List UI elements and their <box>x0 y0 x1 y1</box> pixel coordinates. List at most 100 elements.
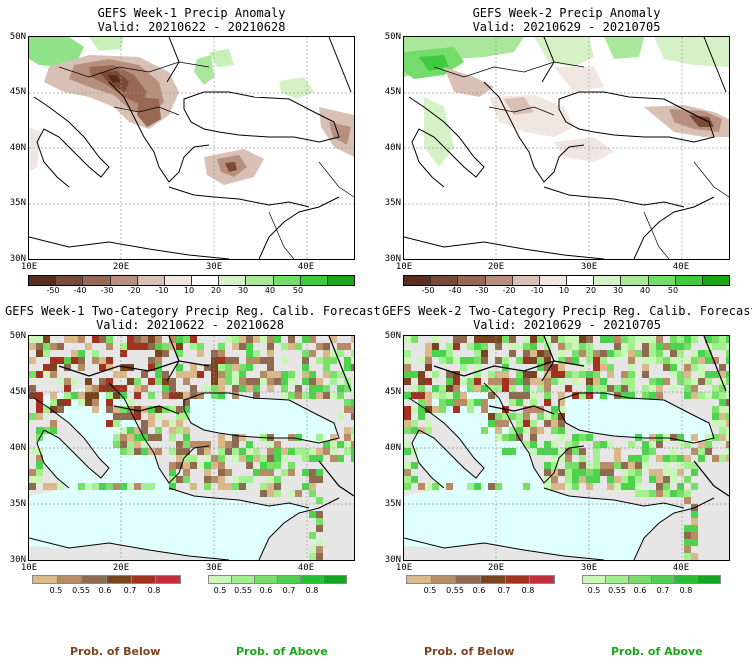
lon-label: 10E <box>395 262 413 272</box>
probability-cell <box>628 469 635 476</box>
probability-cell <box>316 392 323 399</box>
probability-cell <box>418 483 425 490</box>
probability-cell <box>330 392 337 399</box>
probability-cell <box>246 336 253 343</box>
probability-cell <box>565 441 572 448</box>
probability-cell <box>120 427 127 434</box>
probability-cell <box>404 364 411 371</box>
probability-cell <box>127 413 134 420</box>
probability-cell <box>36 462 43 469</box>
probability-cell <box>190 364 197 371</box>
probability-cell <box>432 336 439 343</box>
probability-cell <box>253 385 260 392</box>
colorbar-swatch <box>327 276 355 285</box>
probability-cell <box>537 427 544 434</box>
probability-cell <box>600 357 607 364</box>
probability-cell <box>579 364 586 371</box>
probability-cell <box>404 448 411 455</box>
probability-cell <box>607 336 614 343</box>
probability-cell <box>64 385 71 392</box>
probability-cell <box>649 343 656 350</box>
probability-cell <box>586 385 593 392</box>
probability-cell <box>523 413 530 420</box>
probability-cell <box>78 336 85 343</box>
probability-cell <box>29 336 36 343</box>
panel3-title-text: GEFS Week-1 Two-Category Precip Reg. Cal… <box>5 304 381 318</box>
probability-cell <box>565 385 572 392</box>
probability-cell <box>330 434 337 441</box>
probability-cell <box>218 469 225 476</box>
probability-cell <box>691 378 698 385</box>
probability-cell <box>36 371 43 378</box>
probability-cell <box>621 392 628 399</box>
probability-cell <box>544 441 551 448</box>
probability-cell <box>425 399 432 406</box>
probability-cell <box>351 399 354 406</box>
probability-cell <box>43 406 50 413</box>
probability-cell <box>705 434 712 441</box>
colorbar-swatch <box>431 276 459 285</box>
probability-cell <box>183 462 190 469</box>
colorbar-swatch <box>675 276 703 285</box>
probability-cell <box>663 476 670 483</box>
probability-cell <box>113 406 120 413</box>
probability-cell <box>642 392 649 399</box>
colorbar-label: 0.6 <box>259 586 273 595</box>
probability-cell <box>323 343 330 350</box>
colorbar-swatch <box>219 276 247 285</box>
probability-cell <box>106 343 113 350</box>
probability-cell <box>176 441 183 448</box>
probability-cell <box>544 343 551 350</box>
probability-cell <box>267 378 274 385</box>
probability-cell <box>544 483 551 490</box>
probability-cell <box>155 413 162 420</box>
probability-cell <box>642 343 649 350</box>
probability-cell <box>586 371 593 378</box>
probability-cell <box>309 553 316 560</box>
probability-cell <box>309 469 316 476</box>
probability-cell <box>246 385 253 392</box>
probability-cell <box>323 371 330 378</box>
probability-cell <box>593 378 600 385</box>
probability-cell <box>106 399 113 406</box>
panel4-above-colorbar <box>582 575 721 584</box>
probability-cell <box>302 455 309 462</box>
probability-cell <box>530 336 537 343</box>
probability-cell <box>176 364 183 371</box>
colorbar-label: 0.8 <box>679 586 693 595</box>
probability-cell <box>418 357 425 364</box>
probability-cell <box>474 364 481 371</box>
probability-cell <box>628 357 635 364</box>
panel4-title: GEFS Week-2 Two-Category Precip Reg. Cal… <box>382 304 752 332</box>
probability-cell <box>169 392 176 399</box>
probability-cell <box>260 490 267 497</box>
probability-cell <box>677 441 684 448</box>
probability-cell <box>446 378 453 385</box>
probability-cell <box>288 371 295 378</box>
probability-cell <box>614 462 621 469</box>
probability-cell <box>344 385 351 392</box>
probability-cell <box>446 483 453 490</box>
probability-cell <box>260 455 267 462</box>
probability-cell <box>57 483 64 490</box>
probability-cell <box>260 469 267 476</box>
probability-cell <box>295 490 302 497</box>
probability-cell <box>344 399 351 406</box>
probability-cell <box>411 371 418 378</box>
probability-cell <box>36 343 43 350</box>
probability-cell <box>705 350 712 357</box>
probability-cell <box>253 336 260 343</box>
lon-label: 30E <box>205 563 223 573</box>
probability-cell <box>78 392 85 399</box>
probability-cell <box>330 448 337 455</box>
probability-cell <box>92 357 99 364</box>
probability-cell <box>684 553 691 560</box>
probability-cell <box>614 455 621 462</box>
probability-cell <box>712 406 719 413</box>
probability-cell <box>656 336 663 343</box>
probability-cell <box>281 371 288 378</box>
probability-cell <box>316 546 323 553</box>
probability-cell <box>309 490 316 497</box>
probability-cell <box>698 364 705 371</box>
probability-cell <box>635 336 642 343</box>
